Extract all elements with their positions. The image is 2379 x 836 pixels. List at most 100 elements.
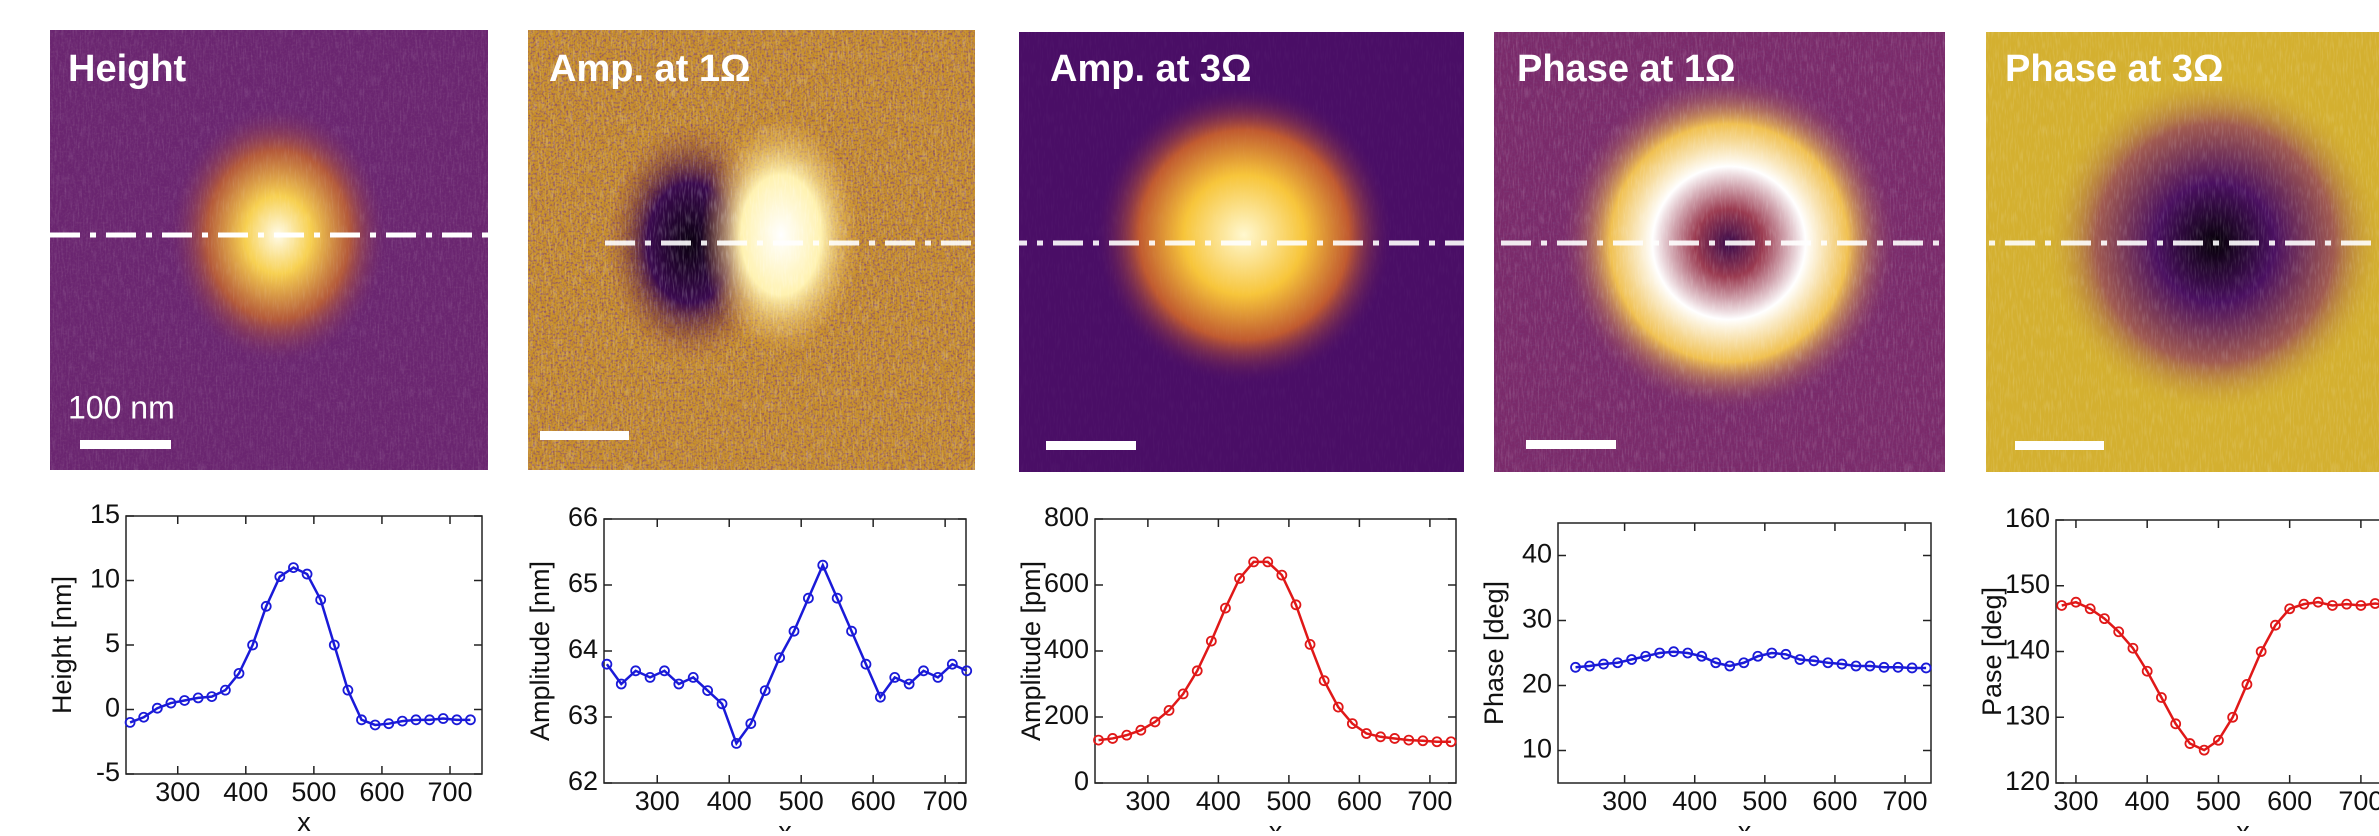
data-point <box>1794 654 1806 665</box>
data-point <box>903 678 915 690</box>
data-point <box>601 658 613 670</box>
y-tick-label: 0 <box>1074 766 1089 796</box>
data-point <box>1093 734 1104 746</box>
data-point <box>1570 661 1581 673</box>
data-point <box>774 652 786 663</box>
y-tick-label: 65 <box>568 568 598 598</box>
x-tick-label: 600 <box>2267 786 2312 816</box>
data-point <box>1346 718 1358 729</box>
x-tick-label: 300 <box>635 786 680 816</box>
y-tick-label: 800 <box>1044 502 1089 532</box>
x-tick-label: 300 <box>2053 786 2098 816</box>
image-phase1 <box>1494 32 1945 472</box>
data-point <box>745 718 757 729</box>
y-tick-label: 5 <box>105 628 120 658</box>
data-point <box>1752 650 1764 662</box>
y-tick-label: 66 <box>568 502 598 532</box>
y-tick-label: 20 <box>1522 669 1552 699</box>
data-point <box>1417 735 1429 747</box>
y-tick-label: 160 <box>2005 503 2050 533</box>
data-point <box>1163 705 1175 716</box>
data-point <box>1149 716 1161 728</box>
data-point <box>342 684 354 696</box>
data-point <box>1332 701 1344 713</box>
data-point <box>1389 733 1401 744</box>
data-point <box>1234 573 1245 584</box>
data-point <box>1850 660 1862 672</box>
data-point <box>1836 658 1848 670</box>
data-point <box>673 678 685 690</box>
data-point <box>2213 734 2224 746</box>
data-point <box>1822 657 1834 669</box>
data-point <box>2255 646 2267 657</box>
x-tick-label: 400 <box>1196 786 1241 816</box>
data-point <box>1878 661 1890 673</box>
data-point <box>731 738 742 749</box>
x-tick-label: 400 <box>707 786 752 816</box>
y-tick-label: 10 <box>1522 734 1552 764</box>
plot-frame <box>2055 519 2379 784</box>
data-point <box>1654 647 1666 659</box>
data-point <box>831 592 843 604</box>
data-point <box>206 691 218 702</box>
data-point <box>383 718 395 730</box>
data-point <box>328 639 340 651</box>
data-point <box>2084 603 2096 615</box>
data-point <box>2312 596 2324 608</box>
data-point <box>687 672 699 683</box>
y-axis-label: Phase [deg] <box>1479 581 1509 725</box>
data-point <box>1431 736 1443 748</box>
y-tick-label: 200 <box>1044 700 1089 730</box>
x-tick-label: 400 <box>223 777 268 807</box>
data-point <box>2141 665 2153 677</box>
data-point <box>1780 648 1792 660</box>
y-tick-label: 40 <box>1522 539 1552 569</box>
data-point <box>2070 596 2082 608</box>
data-point <box>437 713 449 724</box>
data-point <box>702 685 714 696</box>
data-point <box>233 667 245 679</box>
data-point <box>1808 655 1820 667</box>
data-point <box>301 568 313 580</box>
y-tick-label: 120 <box>2005 766 2050 796</box>
data-point <box>315 594 327 606</box>
line-chart: 120 130 140 150 160 300 400 500 600 700 x Pase [deg… <box>1977 503 2379 836</box>
y-tick-label: 15 <box>90 499 120 529</box>
data-point <box>788 625 800 637</box>
data-point <box>1682 647 1694 659</box>
plot-frame <box>603 518 967 784</box>
data-point <box>1766 647 1778 659</box>
data-point <box>759 685 771 696</box>
data-point <box>2099 613 2110 625</box>
data-point <box>219 684 231 696</box>
data-point <box>260 600 272 612</box>
image-height <box>50 30 488 470</box>
data-point <box>1318 675 1330 687</box>
x-axis-label: x <box>1269 816 1283 831</box>
data-point <box>1121 729 1133 741</box>
data-point <box>2369 598 2379 609</box>
data-point <box>1668 646 1680 658</box>
image-title: Amp. at 1Ω <box>549 48 751 90</box>
y-tick-label: 600 <box>1044 568 1089 598</box>
x-tick-label: 400 <box>1672 786 1717 816</box>
data-point <box>2241 678 2253 690</box>
data-point <box>1584 660 1595 672</box>
image-amp1 <box>528 30 975 470</box>
data-point <box>932 672 944 683</box>
x-tick-label: 500 <box>2196 786 2241 816</box>
x-tick-label: 600 <box>851 786 896 816</box>
data-point <box>2156 692 2167 703</box>
data-point <box>151 702 163 714</box>
y-tick-label: 30 <box>1522 604 1552 634</box>
data-point <box>138 711 150 723</box>
x-tick-label: 500 <box>291 777 336 807</box>
data-line <box>1575 650 1927 670</box>
data-point <box>2284 603 2296 615</box>
data-point <box>2355 600 2367 611</box>
data-point <box>1135 724 1147 736</box>
data-point <box>179 695 190 706</box>
image-title: Amp. at 3Ω <box>1050 48 1252 90</box>
y-tick-label: 64 <box>568 634 598 664</box>
data-line <box>1098 560 1452 743</box>
